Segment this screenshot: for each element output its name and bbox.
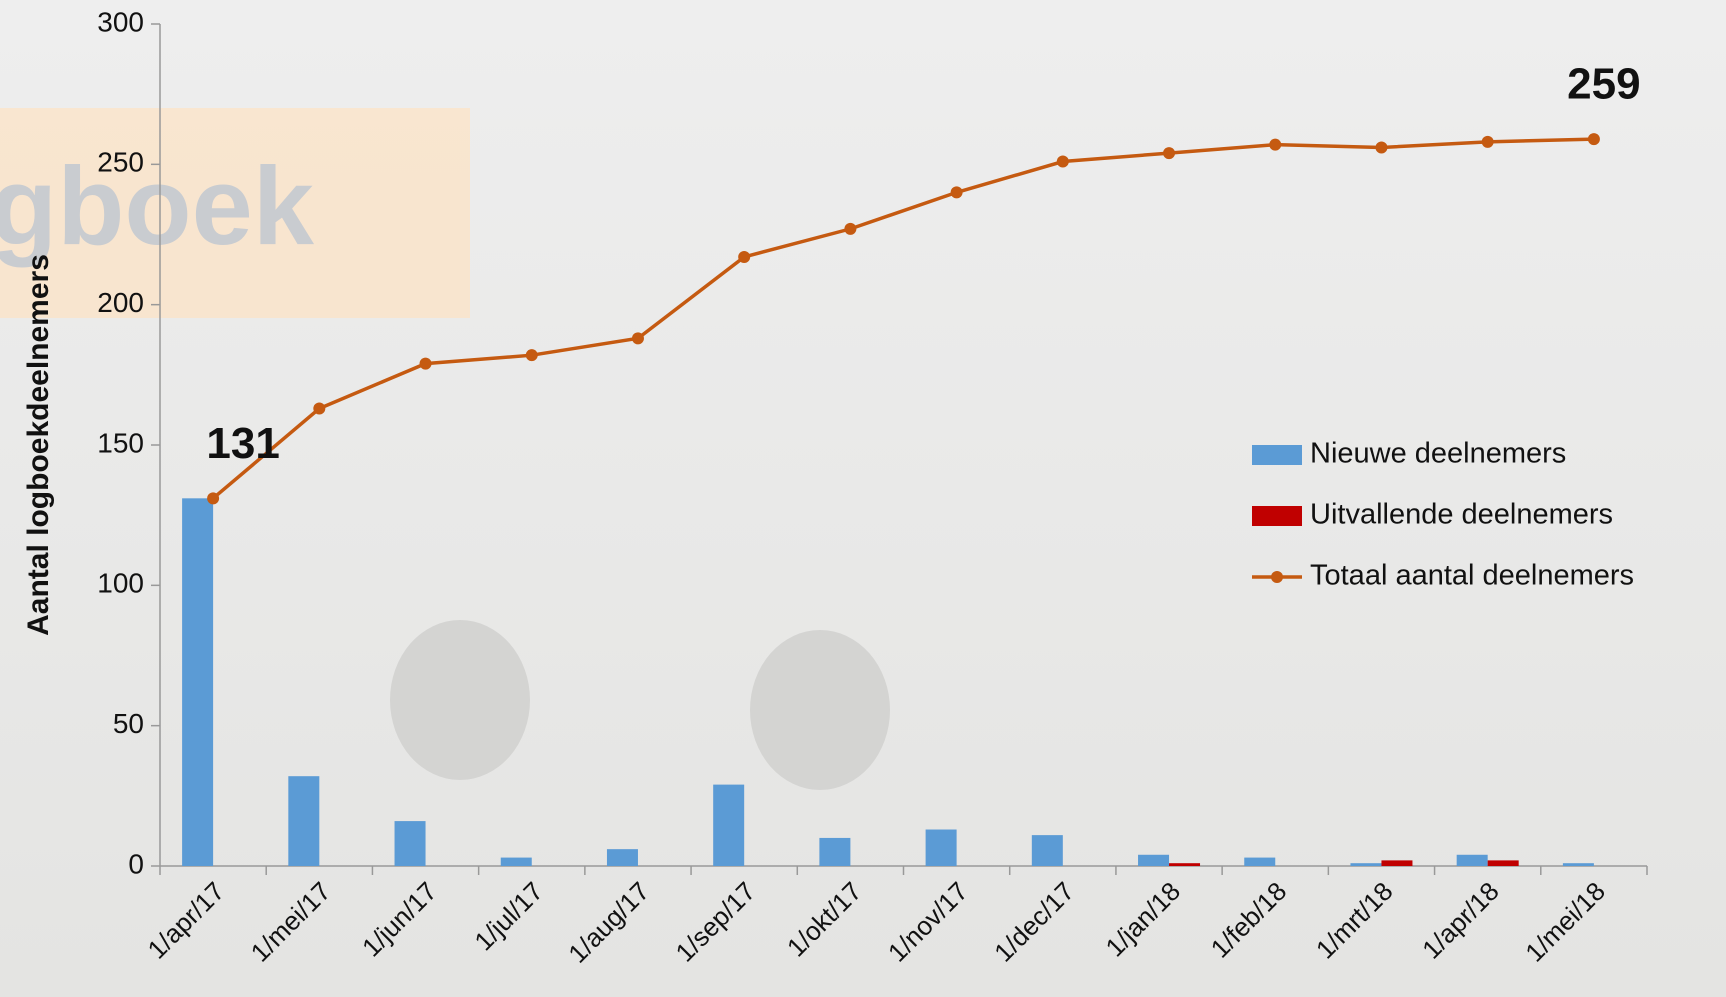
bar xyxy=(1244,858,1275,866)
y-axis-label: Aantal logboekdeelnemers xyxy=(22,254,55,636)
bar xyxy=(395,821,426,866)
line-point xyxy=(313,403,325,415)
figure xyxy=(750,630,890,790)
legend-swatch xyxy=(1252,445,1302,465)
bar xyxy=(1032,835,1063,866)
y-tick-label: 250 xyxy=(97,147,144,178)
line-point xyxy=(1588,133,1600,145)
bar xyxy=(1350,863,1381,866)
line-point xyxy=(632,332,644,344)
figure xyxy=(390,620,530,780)
bar xyxy=(1169,863,1200,866)
data-label: 131 xyxy=(206,419,279,468)
bar xyxy=(607,849,638,866)
line-point xyxy=(526,349,538,361)
bar xyxy=(713,785,744,866)
bar xyxy=(1381,860,1412,866)
legend-label: Nieuwe deelnemers xyxy=(1310,438,1566,470)
line-point xyxy=(1163,147,1175,159)
line-point xyxy=(420,358,432,370)
y-tick-label: 300 xyxy=(97,6,144,37)
bar xyxy=(1488,860,1519,866)
line-point xyxy=(1269,139,1281,151)
y-tick-label: 200 xyxy=(97,287,144,318)
page: gboek Aantal logboekdeelnemers 0 50 100 150… xyxy=(0,0,1726,997)
y-tick-label: 0 xyxy=(128,848,144,879)
line-point xyxy=(951,186,963,198)
bar xyxy=(182,498,213,866)
data-label: 259 xyxy=(1567,60,1640,109)
line-point xyxy=(844,223,856,235)
legend-swatch xyxy=(1271,571,1283,583)
bar xyxy=(819,838,850,866)
line-point xyxy=(738,251,750,263)
legend-label: Uitvallende deelnemers xyxy=(1310,499,1613,531)
bar xyxy=(1563,863,1594,866)
y-tick-label: 50 xyxy=(113,708,144,739)
line-point xyxy=(1482,136,1494,148)
bar xyxy=(501,858,532,866)
bar xyxy=(926,830,957,866)
line-point xyxy=(1375,141,1387,153)
line-point xyxy=(1057,156,1069,168)
bar xyxy=(288,776,319,866)
bar xyxy=(1138,855,1169,866)
bar xyxy=(1457,855,1488,866)
legend-label: Totaal aantal deelnemers xyxy=(1310,560,1634,592)
y-tick-label: 150 xyxy=(97,427,144,458)
logo-text: gboek xyxy=(0,145,315,268)
y-tick-label: 100 xyxy=(97,568,144,599)
line-point xyxy=(207,492,219,504)
chart: gboek Aantal logboekdeelnemers 0 50 100 150… xyxy=(0,0,1726,997)
legend-swatch xyxy=(1252,506,1302,526)
